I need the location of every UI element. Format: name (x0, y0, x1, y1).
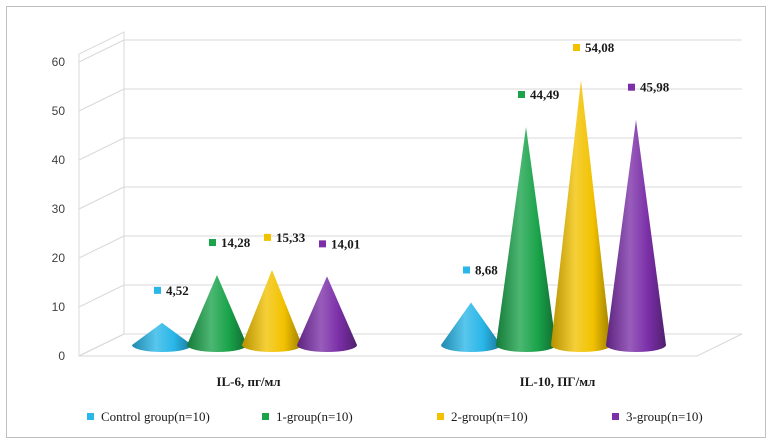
gridline-diag (78, 284, 125, 308)
gridline-diag (78, 39, 125, 63)
legend: Control group(n=10) 1-group(n=10) 2-group(… (87, 409, 703, 424)
category-label: IL-6, пг/мл (216, 374, 280, 389)
data-label: 44,49 (530, 87, 560, 102)
data-label-marker (319, 240, 326, 248)
data-label-marker (463, 266, 470, 274)
gridline-diag (78, 333, 125, 357)
data-label-marker (573, 44, 580, 52)
cone-1-1 (496, 126, 556, 353)
legend-swatch (87, 413, 94, 420)
chart-frame: 0 10 20 30 40 50 60 4,52 14,28 15,33 14,01 8,68 44,… (6, 6, 766, 438)
y-tick-label: 40 (52, 153, 66, 167)
y-tick-label: 30 (52, 202, 66, 216)
data-label: 4,52 (166, 283, 189, 298)
legend-swatch (437, 413, 444, 420)
cone-0-2 (242, 269, 302, 352)
y-tick-label: 60 (52, 55, 66, 69)
y-tick-label: 50 (52, 104, 66, 118)
cone-1-0 (441, 302, 501, 352)
data-labels: 4,52 14,28 15,33 14,01 8,68 44,49 54,08 45,98 (154, 40, 670, 298)
data-label: 14,28 (221, 235, 251, 250)
data-label: 54,08 (585, 40, 615, 55)
gridline-diag (78, 235, 125, 259)
cone-0-0 (132, 322, 192, 352)
legend-swatch (262, 413, 269, 420)
data-label-marker (154, 286, 161, 294)
gridline-diag (78, 186, 125, 210)
gridline-diag (78, 88, 125, 112)
y-tick-label: 0 (58, 349, 65, 363)
cone-0-3 (297, 276, 357, 352)
y-tick-label: 10 (52, 300, 66, 314)
cone-0-1 (187, 275, 247, 352)
data-label-marker (264, 233, 271, 241)
legend-entry: 1-group(n=10) (276, 409, 353, 424)
legend-entry: 3-group(n=10) (626, 409, 703, 424)
data-label: 8,68 (475, 262, 498, 277)
data-label: 45,98 (640, 80, 670, 95)
data-cones (132, 80, 666, 353)
legend-entry: 2-group(n=10) (451, 409, 528, 424)
data-label-marker (209, 239, 216, 247)
y-axis-ticks: 0 10 20 30 40 50 60 (52, 55, 66, 363)
category-label: IL-10, ПГ/мл (520, 374, 596, 389)
data-label: 15,33 (276, 230, 306, 245)
cone-1-3 (606, 119, 666, 352)
data-label-marker (628, 83, 635, 91)
side-wall (78, 31, 125, 357)
gridline-diag (78, 137, 125, 161)
data-label: 14,01 (331, 236, 360, 251)
category-labels: IL-6, пг/мл IL-10, ПГ/мл (216, 374, 595, 389)
cone-1-2 (551, 80, 611, 353)
y-tick-label: 20 (52, 251, 66, 265)
data-label-marker (518, 90, 525, 98)
legend-swatch (612, 413, 619, 420)
cone-chart: 0 10 20 30 40 50 60 4,52 14,28 15,33 14,01 8,68 44,… (52, 31, 743, 424)
legend-entry: Control group(n=10) (101, 409, 210, 424)
